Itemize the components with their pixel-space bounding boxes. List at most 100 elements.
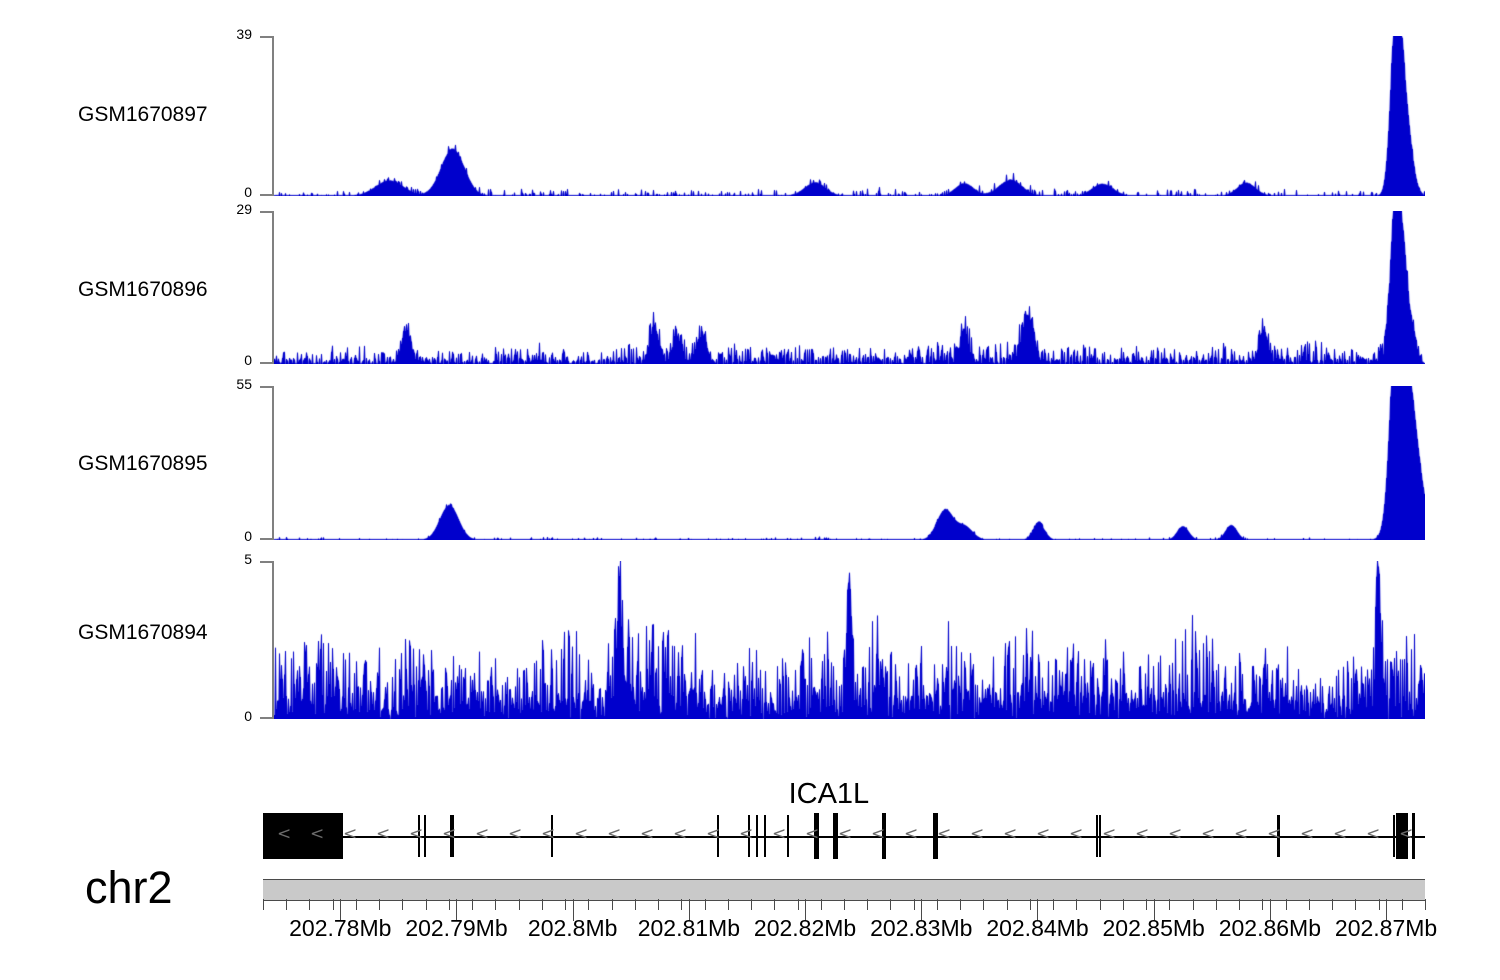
ideogram-bar[interactable] xyxy=(263,879,1425,901)
strand-arrow-icon: < xyxy=(772,824,787,844)
ruler-label: 202.8Mb xyxy=(527,915,618,941)
strand-arrow-icon: < xyxy=(574,824,589,844)
ruler-minor-tick xyxy=(402,899,404,910)
strand-arrow-icon: < xyxy=(1168,824,1183,844)
strand-arrow-icon: < xyxy=(508,824,523,844)
axis-tick-min-gsm1670896 xyxy=(260,362,272,364)
ruler-minor-tick xyxy=(1122,899,1124,910)
axis-tick-max-gsm1670896 xyxy=(260,211,272,213)
gene-exon xyxy=(418,815,421,857)
axis-spine-gsm1670895 xyxy=(272,386,274,540)
ruler-minor-tick xyxy=(820,899,822,910)
track-label-gsm1670897[interactable]: GSM1670897 xyxy=(78,103,208,126)
ruler-minor-tick xyxy=(727,899,729,910)
ruler-minor-tick xyxy=(1053,899,1055,910)
strand-arrow-icon: < xyxy=(1135,824,1150,844)
track-label-gsm1670896[interactable]: GSM1670896 xyxy=(78,278,208,301)
gene-exon xyxy=(449,815,454,857)
axis-tick-min-gsm1670897 xyxy=(260,194,272,196)
strand-arrow-icon: < xyxy=(1234,824,1249,844)
ruler-minor-tick xyxy=(1401,899,1403,910)
gene-exon xyxy=(813,813,819,859)
ruler-major-tick xyxy=(572,899,574,921)
gene-exon xyxy=(1095,815,1098,857)
ruler-minor-tick xyxy=(1308,899,1310,910)
ruler-minor-tick xyxy=(1425,899,1426,910)
strand-arrow-icon: < xyxy=(1069,824,1084,844)
ruler-minor-tick xyxy=(1355,899,1357,910)
ruler-minor-tick xyxy=(751,899,753,910)
axis-max-gsm1670894: 5 xyxy=(244,551,252,567)
ruler-minor-tick xyxy=(611,899,613,910)
ruler-minor-tick xyxy=(1076,899,1078,910)
gene-exon xyxy=(1277,815,1281,857)
ruler-minor-tick xyxy=(1332,899,1334,910)
strand-arrow-icon: < xyxy=(409,824,424,844)
signal-plot-gsm1670896[interactable] xyxy=(274,211,1425,364)
track-label-gsm1670894[interactable]: GSM1670894 xyxy=(78,621,208,644)
axis-spine-gsm1670896 xyxy=(272,211,274,364)
ruler-minor-tick xyxy=(1169,899,1171,910)
ruler-major-tick xyxy=(921,899,923,921)
strand-arrow-icon: < xyxy=(475,824,490,844)
signal-canvas xyxy=(274,561,1425,719)
ruler-minor-tick xyxy=(844,899,845,910)
ruler-label: 202.82Mb xyxy=(753,915,857,941)
ruler-label: 202.79Mb xyxy=(405,915,508,941)
ruler-major-tick xyxy=(688,899,690,921)
gene-exon xyxy=(340,813,344,859)
signal-plot-gsm1670897[interactable] xyxy=(274,36,1425,196)
ruler-minor-tick xyxy=(541,899,543,910)
strand-arrow-icon: < xyxy=(343,824,358,844)
strand-arrow-icon: < xyxy=(904,824,919,844)
gene-exon xyxy=(1395,813,1408,859)
strand-arrow-icon: < xyxy=(838,824,853,844)
gene-exon xyxy=(551,815,554,857)
ruler-minor-tick xyxy=(1215,899,1217,910)
ruler-label: 202.83Mb xyxy=(870,915,973,941)
strand-arrow-icon: < xyxy=(1201,824,1216,844)
gene-exon xyxy=(1412,813,1416,859)
gene-exon xyxy=(1099,815,1102,857)
ruler-minor-tick xyxy=(890,899,892,910)
gene-name-label[interactable]: ICA1L xyxy=(788,778,870,810)
strand-arrow-icon: < xyxy=(442,824,457,844)
ruler-minor-tick xyxy=(634,899,636,910)
ruler-minor-tick xyxy=(518,899,520,910)
gene-exon xyxy=(833,813,839,859)
ruler-major-tick xyxy=(340,899,342,921)
ruler-label: 202.78Mb xyxy=(289,915,392,941)
ruler-label: 202.81Mb xyxy=(637,915,741,941)
gene-model-track[interactable]: ICA1L < < < < < < < < < < < < < < < < < < < < < < < < < < < < < < < < < <… xyxy=(0,760,1500,870)
ruler-label: 202.86Mb xyxy=(1218,915,1322,941)
gene-exon xyxy=(881,813,886,859)
ruler-minor-tick xyxy=(355,899,357,910)
gene-exon xyxy=(756,815,759,857)
ruler-label: 202.87Mb xyxy=(1334,915,1438,941)
ruler-major-tick xyxy=(1269,899,1271,921)
ruler-major-tick xyxy=(805,899,807,921)
strand-arrow-icon: < xyxy=(1102,824,1117,844)
axis-max-gsm1670897: 39 xyxy=(236,26,252,42)
ruler-minor-tick xyxy=(704,899,706,910)
ruler-minor-tick xyxy=(448,899,450,910)
strand-arrow-icon: < xyxy=(310,824,325,844)
axis-max-gsm1670895: 55 xyxy=(236,376,252,392)
ruler-minor-tick xyxy=(1029,899,1031,910)
ruler-minor-tick xyxy=(774,899,776,910)
gene-exon xyxy=(747,815,750,857)
ruler-minor-tick xyxy=(495,899,497,910)
signal-plot-gsm1670895[interactable] xyxy=(274,386,1425,540)
signal-plot-gsm1670894[interactable] xyxy=(274,561,1425,719)
strand-arrow-icon: < xyxy=(673,824,688,844)
strand-arrow-icon: < xyxy=(805,824,820,844)
ruler-minor-tick xyxy=(960,899,962,910)
strand-arrow-icon: < xyxy=(640,824,655,844)
ruler-minor-tick xyxy=(1006,899,1008,910)
chromosome-label: chr2 xyxy=(85,862,173,913)
strand-arrow-icon: < xyxy=(541,824,556,844)
strand-arrow-icon: < xyxy=(1003,824,1018,844)
strand-arrow-icon: < xyxy=(706,824,721,844)
track-label-gsm1670895[interactable]: GSM1670895 xyxy=(78,452,208,475)
ruler-minor-tick xyxy=(681,899,683,910)
